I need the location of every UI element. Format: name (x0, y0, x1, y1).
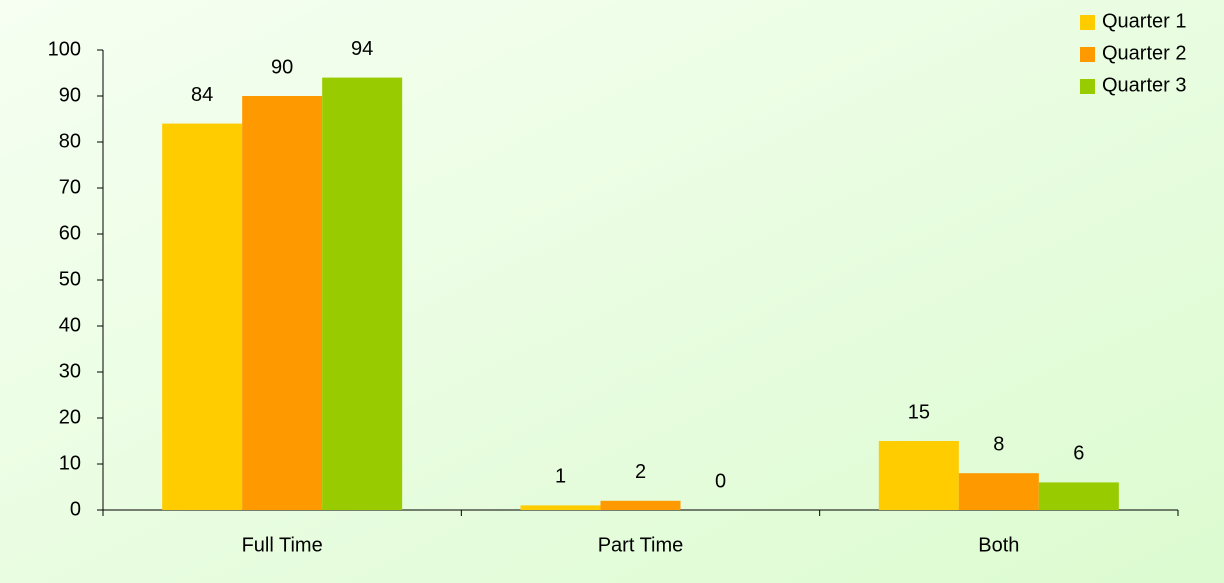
legend-swatch (1080, 47, 1095, 62)
data-label: 8 (993, 433, 1004, 455)
legend-label: Quarter 1 (1102, 10, 1186, 32)
bar (1038, 482, 1119, 510)
y-tick-label: 80 (59, 130, 81, 152)
y-tick-label: 90 (59, 84, 81, 106)
y-tick-label: 10 (59, 452, 81, 474)
legend-label: Quarter 3 (1102, 74, 1186, 96)
data-label: 0 (715, 470, 726, 492)
y-tick-label: 50 (59, 268, 81, 290)
legend-swatch (1080, 79, 1095, 94)
bar (520, 505, 601, 510)
bar (322, 77, 403, 510)
data-label: 90 (271, 56, 293, 78)
data-label: 84 (191, 84, 213, 106)
y-tick-label: 20 (59, 406, 81, 428)
x-tick-label: Part Time (598, 534, 684, 556)
x-tick-label: Both (978, 534, 1019, 556)
bar (242, 96, 323, 510)
data-label: 1 (555, 466, 566, 488)
x-tick-label: Full Time (242, 534, 323, 556)
data-label: 94 (351, 38, 373, 60)
data-label: 15 (908, 401, 930, 423)
bar (600, 500, 681, 510)
bar (878, 441, 959, 510)
y-tick-label: 40 (59, 314, 81, 336)
legend-swatch (1080, 15, 1095, 30)
bar (958, 473, 1039, 510)
bar (162, 123, 243, 510)
data-label: 2 (635, 461, 646, 483)
y-tick-label: 70 (59, 176, 81, 198)
y-tick-label: 60 (59, 222, 81, 244)
y-tick-label: 30 (59, 360, 81, 382)
data-label: 6 (1073, 443, 1084, 465)
legend-label: Quarter 2 (1102, 42, 1186, 64)
y-tick-label: 0 (70, 498, 81, 520)
y-tick-label: 100 (48, 38, 81, 60)
